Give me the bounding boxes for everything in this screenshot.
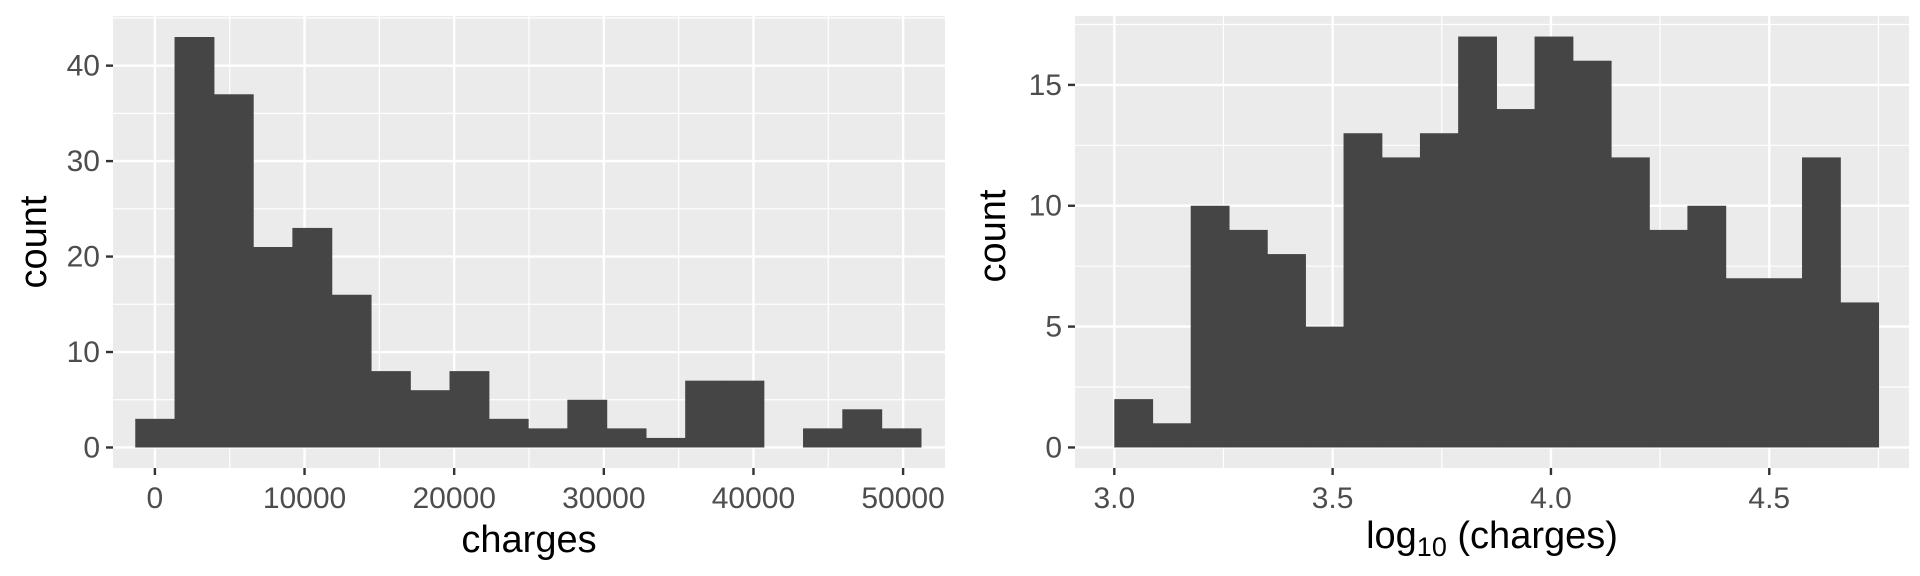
histogram-bar [842, 409, 883, 448]
histogram-bar [1687, 205, 1727, 448]
y-tick-label: 20 [67, 241, 100, 274]
histogram-bar [1114, 399, 1154, 448]
x-tick-label: 30000 [562, 482, 645, 515]
histogram-bar [645, 437, 686, 448]
x-tick-label: 10000 [263, 482, 346, 515]
histogram-bar [1534, 36, 1574, 448]
histogram-bar [685, 380, 726, 448]
histogram-bar [1190, 205, 1230, 448]
histogram-bar [449, 371, 490, 448]
x-axis-title-charges: charges [461, 519, 596, 561]
histogram-bar [724, 380, 765, 448]
histogram-bar [410, 390, 451, 448]
y-tick-label: 0 [83, 431, 100, 464]
x-axis-title-suffix: (charges) [1447, 515, 1618, 557]
histogram-bar [1649, 229, 1689, 448]
y-axis-title-log10-charges: count [972, 189, 1014, 282]
x-axis-title-log10-charges: log10 (charges) [1366, 515, 1618, 562]
y-tick-label: 10 [67, 336, 100, 369]
x-axis-ticks-charges: 0 10000 20000 30000 40000 50000 [147, 468, 945, 515]
x-tick-label: 0 [147, 482, 164, 515]
histogram-bar [1725, 278, 1765, 448]
histogram-bar [213, 94, 254, 448]
histogram-bar [1572, 60, 1612, 448]
histogram-bar [1343, 133, 1383, 448]
histogram-bar [881, 428, 922, 448]
x-tick-label: 4.5 [1748, 482, 1790, 515]
x-tick-label: 3.0 [1093, 482, 1135, 515]
histogram-bar [1840, 302, 1880, 448]
x-tick-label: 20000 [412, 482, 495, 515]
histogram-bar [174, 37, 215, 448]
histogram-bar [1305, 326, 1345, 448]
y-axis-title-charges: count [13, 195, 55, 288]
y-tick-label: 10 [1029, 190, 1062, 223]
y-tick-label: 15 [1029, 69, 1062, 102]
histogram-bar [606, 428, 647, 448]
histogram-bar [331, 294, 372, 448]
histogram-bar [488, 418, 529, 448]
histogram-bar [1152, 423, 1192, 448]
y-axis-ticks-log10-charges: 0 5 10 15 [1029, 69, 1075, 464]
histogram-bar [1763, 278, 1803, 448]
histogram-bar [292, 227, 333, 448]
x-tick-label: 4.0 [1530, 482, 1572, 515]
x-tick-label: 50000 [861, 482, 944, 515]
bars-log10-charges [1114, 36, 1880, 448]
x-tick-label: 40000 [712, 482, 795, 515]
x-tick-label: 3.5 [1312, 482, 1354, 515]
histogram-bar [1610, 157, 1650, 448]
histogram-bar [528, 428, 568, 448]
histogram-bar [1496, 109, 1536, 448]
histogram-bar [1381, 157, 1421, 448]
x-axis-title-subscript: 10 [1417, 532, 1447, 562]
histogram-charges: 0 10000 20000 30000 40000 50000 0 10 20 30 40 cha… [13, 16, 945, 561]
histogram-bar [567, 399, 608, 448]
histogram-bar [1267, 254, 1306, 448]
bars-charges [135, 37, 922, 448]
histogram-bar [1458, 36, 1497, 448]
histogram-bar [135, 418, 176, 448]
histogram-bar [803, 428, 843, 448]
histogram-bar [253, 247, 293, 448]
x-axis-title-prefix: log [1366, 515, 1417, 557]
y-axis-ticks-charges: 0 10 20 30 40 [67, 50, 113, 464]
histogram-bar [370, 371, 411, 448]
x-axis-ticks-log10-charges: 3.0 3.5 4.0 4.5 [1093, 468, 1790, 515]
y-tick-label: 40 [67, 50, 100, 83]
histogram-bar [1419, 133, 1459, 448]
y-tick-label: 0 [1045, 431, 1062, 464]
histogram-bar [1802, 157, 1841, 448]
y-tick-label: 30 [67, 145, 100, 178]
histogram-bar [1228, 229, 1268, 448]
y-tick-label: 5 [1045, 311, 1062, 344]
